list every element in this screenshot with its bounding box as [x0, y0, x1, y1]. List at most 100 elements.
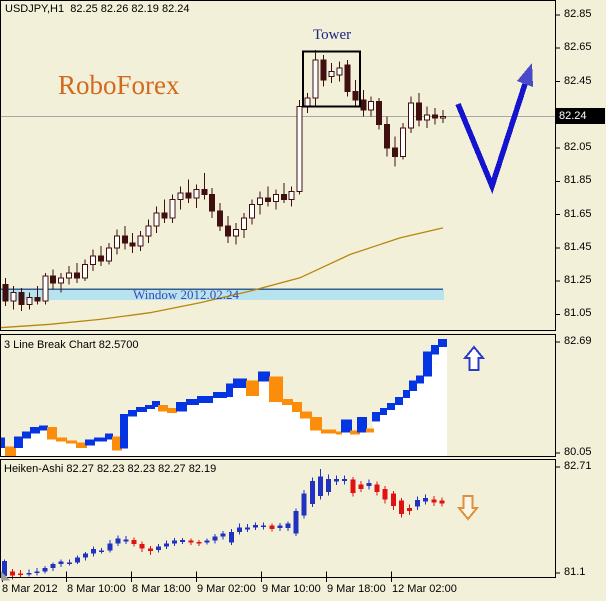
price-axis-label: 81.1: [564, 565, 586, 578]
candle-body: [185, 192, 192, 199]
heiken-body: [431, 499, 437, 503]
heiken-body: [326, 479, 331, 493]
line-break-block: [0, 437, 5, 448]
line-break-block: [310, 417, 322, 431]
line-break-block: [395, 397, 403, 406]
candle-body: [423, 114, 430, 121]
candle-body: [169, 199, 176, 219]
price-axis-label: 82.45: [564, 74, 592, 87]
candle-body: [113, 235, 120, 249]
price-axis-label: 82.85: [564, 7, 592, 20]
line-break-block: [350, 430, 360, 435]
candle-body: [137, 235, 144, 247]
line-break-block: [158, 405, 168, 412]
line-break-block: [85, 439, 95, 446]
line-break-block: [438, 339, 447, 348]
heiken-body: [99, 550, 105, 552]
line-break-block: [47, 427, 57, 440]
heiken-body: [293, 511, 299, 534]
line-break-block: [22, 431, 31, 439]
candle-body: [145, 225, 152, 237]
line-break-block: [120, 414, 128, 449]
heiken-body: [83, 553, 88, 558]
candle-body: [241, 217, 247, 231]
candle-body: [415, 102, 422, 121]
heiken-ashi-panel-title: Heiken-Ashi 82.27 82.23 82.23 82.27 82.1…: [4, 463, 217, 475]
tower-box: [302, 50, 361, 108]
candle-body: [352, 90, 359, 101]
heiken-body: [285, 523, 291, 529]
candle-body: [288, 190, 295, 201]
price-axis-label: 81.85: [564, 174, 592, 187]
candle-body: [225, 225, 232, 237]
heiken-body: [196, 541, 202, 544]
heiken-body: [123, 539, 129, 542]
candle-body: [256, 197, 263, 206]
price-axis-label: 82.65: [564, 41, 592, 54]
line-break-block: [357, 417, 367, 433]
price-axis-label: 82.05: [564, 141, 592, 154]
candle-body: [392, 147, 399, 157]
line-break-block: [409, 380, 417, 391]
line-break-block: [258, 371, 270, 382]
line-break-block: [5, 446, 16, 457]
tower-annotation: Tower: [313, 27, 352, 43]
heiken-body: [277, 525, 283, 529]
candle-body: [400, 127, 406, 157]
heiken-body: [358, 484, 364, 489]
time-axis-label: 9 Mar 10:00: [262, 583, 321, 595]
candle-body: [328, 71, 335, 78]
line-break-block: [66, 440, 77, 444]
candle-body: [2, 283, 9, 302]
candle-body: [34, 297, 41, 302]
line-break-block: [76, 442, 87, 448]
line-break-block: [176, 402, 187, 412]
heiken-body: [172, 540, 178, 544]
heiken-body: [58, 561, 64, 565]
candle-body: [50, 275, 57, 284]
line-break-block: [226, 383, 233, 398]
line-break-block: [30, 427, 40, 434]
moving-average-line: [0, 227, 444, 329]
candle-body: [201, 189, 208, 196]
time-axis-label: 9 Mar 18:00: [327, 583, 386, 595]
heiken-panel-border: [0, 459, 556, 578]
forecast-v-arrow: [455, 83, 528, 194]
heiken-body: [147, 548, 153, 552]
candle-body: [42, 275, 49, 302]
line-break-block: [167, 407, 177, 413]
window-band: [1, 289, 444, 301]
line-break-block: [292, 402, 302, 413]
line-break-block: [152, 400, 160, 408]
time-axis-label: 8 Mar 18:00: [132, 583, 191, 595]
heiken-body: [317, 476, 323, 497]
line-break-block: [380, 407, 387, 416]
candle-body: [320, 59, 327, 81]
line-break-block: [145, 405, 155, 410]
heiken-body: [180, 539, 186, 542]
price-axis-label: 81.65: [564, 207, 592, 220]
broker-watermark: RoboForex: [58, 70, 180, 100]
line-break-block: [282, 399, 293, 406]
price-axis-label: 81.45: [564, 240, 592, 253]
heiken-body: [18, 573, 24, 575]
heiken-body: [245, 527, 250, 530]
candle-body: [58, 277, 65, 284]
line-break-block: [39, 425, 48, 431]
line-break-block: [14, 436, 23, 448]
heiken-body: [91, 549, 97, 554]
candle-body: [336, 67, 343, 76]
line-break-block: [387, 402, 395, 411]
candle-body: [153, 212, 160, 227]
candle-body: [18, 292, 25, 305]
heiken-body: [382, 488, 388, 500]
line-break-block: [197, 395, 213, 403]
line-break-block: [136, 407, 147, 413]
candle-body: [217, 210, 224, 227]
price-axis-label: 82.69: [564, 335, 592, 348]
line-break-block: [112, 436, 122, 451]
heiken-body: [50, 564, 56, 569]
line-break-block: [269, 376, 283, 403]
candle-body: [97, 255, 104, 262]
